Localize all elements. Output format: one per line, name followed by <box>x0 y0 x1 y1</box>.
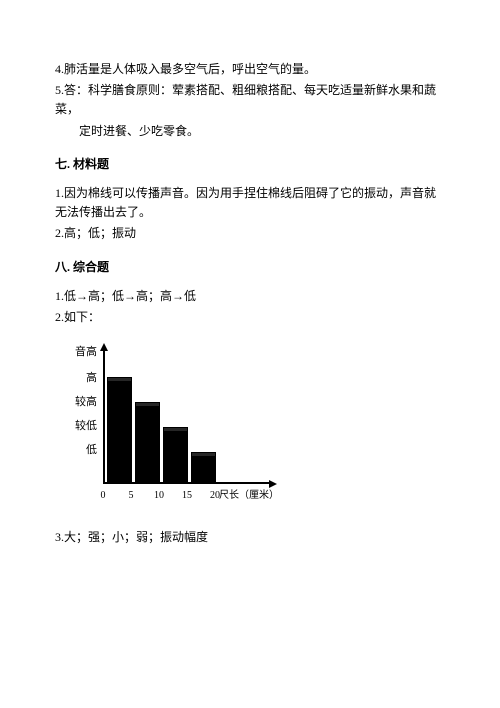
x-label: 5 <box>129 488 134 504</box>
heading-7: 七. 材料题 <box>55 155 445 174</box>
answer-5: 5.答：科学膳食原则：荤素搭配、粗细粮搭配、每天吃适量新鲜水果和蔬菜， <box>55 81 445 119</box>
s7-item2: 2.高；低；振动 <box>55 224 445 243</box>
y-label: 音高 <box>75 344 97 362</box>
bar <box>107 377 132 482</box>
x-axis <box>103 482 271 484</box>
s8-item3: 3.大；强；小；弱；振动幅度 <box>55 528 445 547</box>
s8-item2: 2.如下： <box>55 308 445 327</box>
y-label: 较低 <box>75 418 97 436</box>
y-label: 低 <box>86 442 97 460</box>
x-label: 15 <box>182 488 192 504</box>
y-label: 较高 <box>75 394 97 412</box>
bar <box>191 452 216 482</box>
s8-item1: 1.低→高；低→高；高→低 <box>55 287 445 306</box>
heading-8: 八. 综合题 <box>55 258 445 277</box>
y-label: 高 <box>86 370 97 388</box>
y-labels: 音高高较高较低低 <box>65 345 101 484</box>
x-axis-title: 尺长（厘米） <box>219 488 279 504</box>
bar <box>163 427 188 482</box>
answer-4: 4.肺活量是人体吸入最多空气后，呼出空气的量。 <box>55 60 445 79</box>
x-label: 10 <box>154 488 164 504</box>
x-label: 0 <box>101 488 106 504</box>
bars-area <box>105 355 265 482</box>
chart-box: 音高高较高较低低 05101520尺长（厘米） <box>65 345 275 500</box>
s7-item1: 1.因为棉线可以传播声音。因为用手捏住棉线后阻碍了它的振动，声音就无法传播出去了… <box>55 184 445 222</box>
answer-5-cont: 定时进餐、少吃零食。 <box>55 122 445 141</box>
bar <box>135 402 160 482</box>
x-labels: 05101520尺长（厘米） <box>103 486 275 500</box>
bar-chart: 音高高较高较低低 05101520尺长（厘米） <box>55 345 445 500</box>
